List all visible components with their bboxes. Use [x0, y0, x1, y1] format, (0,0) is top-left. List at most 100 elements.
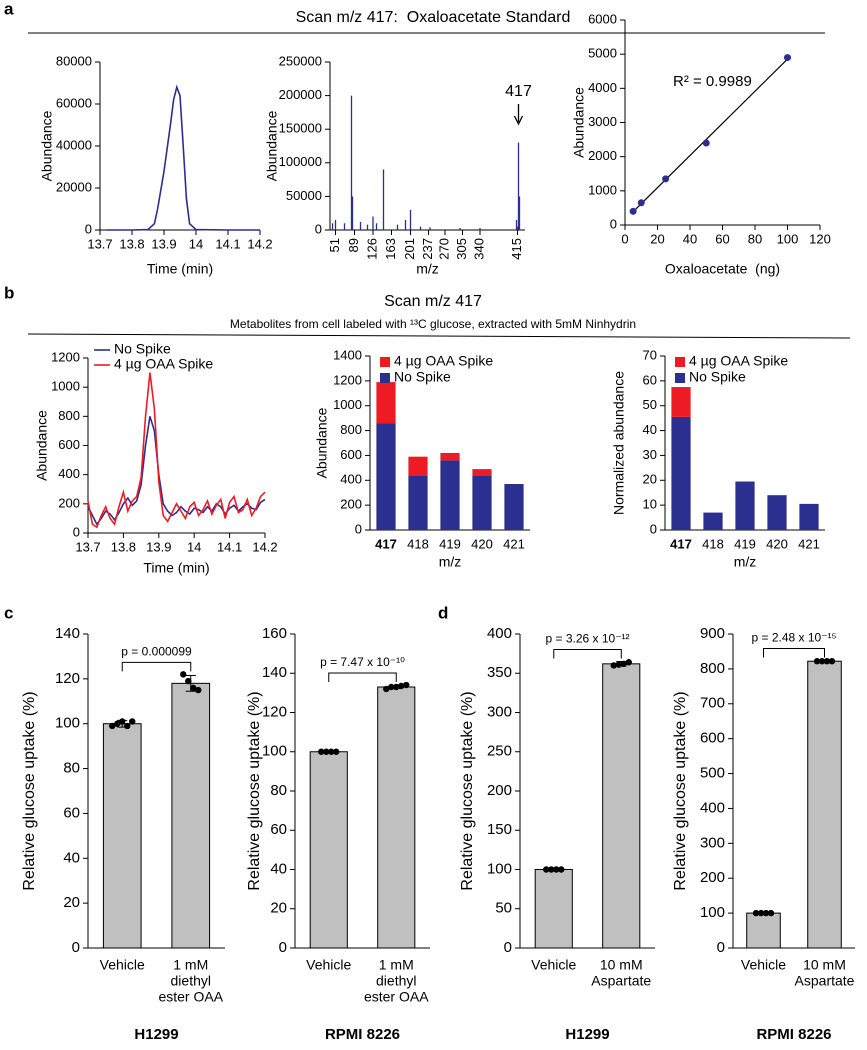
data-point [388, 683, 395, 691]
y-tick-label: 0 [73, 524, 80, 539]
y-tick-label: 100000 [279, 154, 322, 169]
x-tick-label: 14.2 [252, 539, 277, 554]
y-tick-label: 300 [700, 834, 725, 851]
x-tick-label: Aspartate [591, 973, 651, 989]
y-tick-label: 0 [279, 939, 287, 956]
x-tick-label: 14.1 [215, 236, 240, 251]
y-axis-label: Abundance [39, 110, 55, 181]
y-tick-label: 600 [700, 730, 725, 747]
x-tick-label: diethyl [171, 973, 211, 989]
y-tick-label: 600 [340, 447, 362, 462]
cell-line-label: RPMI 8226 [325, 1026, 400, 1043]
x-tick-label: 415 [509, 238, 524, 260]
x-tick-label: Vehicle [306, 957, 351, 973]
x-tick-label: diethyl [376, 973, 416, 989]
y-tick-label: 80 [270, 782, 287, 799]
bar [534, 869, 573, 949]
legend-label: No Spike [689, 369, 746, 385]
y-tick-label: 400 [487, 625, 512, 642]
y-tick-label: 40000 [56, 137, 92, 152]
y-tick-label: 60 [63, 804, 80, 821]
legend-swatch [380, 373, 390, 383]
bar-segment [440, 460, 460, 530]
y-tick-label: 80 [63, 760, 80, 777]
x-tick-label: 237 [420, 238, 435, 260]
y-axis-label: Abundance [314, 407, 330, 478]
y-tick-label: 0 [504, 939, 512, 956]
annotation: 417 [505, 83, 532, 100]
y-tick-label: 150 [487, 821, 512, 838]
y-tick-label: 200 [58, 495, 80, 510]
x-tick-label: 0 [621, 231, 628, 246]
bar [377, 686, 416, 949]
y-tick-label: 700 [700, 695, 725, 712]
data-point [625, 659, 632, 666]
x-tick-label: 20 [650, 231, 664, 246]
data-point [553, 866, 560, 873]
y-tick-label: 500 [700, 765, 725, 782]
bar-segment [671, 387, 691, 417]
y-tick-label: 1200 [51, 349, 80, 364]
y-tick-label: 4000 [588, 80, 617, 95]
x-axis-label: m/z [416, 261, 439, 277]
x-tick-label: 270 [436, 238, 451, 260]
bar-segment [408, 456, 428, 476]
y-tick-label: 1000 [588, 182, 617, 197]
data-point [610, 662, 617, 669]
x-tick-label: 1 mM [379, 957, 414, 973]
cell-line-label: RPMI 8226 [756, 1026, 831, 1043]
legend-label: 4 µg OAA Spike [689, 353, 788, 369]
data-point [543, 866, 550, 873]
y-tick-label: 250000 [279, 53, 322, 68]
x-tick-label: ester OAA [158, 989, 223, 1005]
x-tick-label: 201 [402, 238, 417, 260]
y-tick-label: 50 [643, 397, 657, 412]
x-tick-label: Vehicle [100, 957, 145, 973]
y-tick-label: 140 [55, 625, 80, 642]
bar-segment [767, 495, 787, 530]
panel-title: Scan m/z 417 [384, 293, 482, 310]
legend-swatch [675, 373, 685, 383]
bar-segment [671, 416, 691, 530]
y-tick-label: 10 [643, 497, 657, 512]
data-point [548, 866, 555, 873]
significance-bracket [121, 661, 192, 672]
data-point [109, 722, 116, 730]
x-tick-label: 417 [375, 536, 397, 551]
bar [807, 660, 842, 949]
annotation-arrowhead [513, 115, 524, 126]
legend-label: No Spike [114, 341, 171, 357]
y-tick-label: 350 [487, 664, 512, 681]
x-tick-label: Vehicle [531, 957, 576, 973]
y-tick-label: 200 [700, 869, 725, 886]
trendline [632, 58, 788, 213]
line-series [106, 84, 260, 231]
panel-subtitle: Metabolites from cell labeled with ¹³C g… [230, 317, 636, 331]
data-point [620, 660, 627, 668]
y-tick-label: 900 [700, 625, 725, 642]
scatter-point [784, 54, 791, 62]
y-tick-label: 400 [340, 472, 362, 487]
y-tick-label: 40 [63, 849, 80, 866]
y-tick-label: 20 [643, 472, 657, 487]
y-axis-label: Relative glucose uptake (%) [21, 691, 38, 890]
x-axis-label: m/z [439, 554, 462, 570]
data-point [190, 684, 197, 692]
data-point [823, 658, 831, 665]
x-tick-label: 163 [383, 238, 398, 260]
bar-segment [408, 475, 428, 530]
p-value: p = 0.000099 [121, 645, 192, 659]
y-tick-label: 6000 [588, 11, 617, 26]
y-tick-label: 5000 [588, 46, 617, 61]
x-tick-label: 120 [809, 231, 831, 246]
x-tick-label: 10 mM [600, 957, 643, 973]
y-tick-label: 1000 [51, 379, 80, 394]
y-tick-label: 1000 [333, 397, 362, 412]
y-tick-label: 140 [262, 664, 287, 681]
y-tick-label: 300 [487, 703, 512, 720]
x-tick-label: 13.7 [87, 236, 112, 251]
y-tick-label: 60 [643, 372, 657, 387]
panel-label: c [4, 603, 13, 622]
y-axis-label: Abundance [264, 110, 280, 181]
x-tick-label: 89 [346, 238, 361, 252]
